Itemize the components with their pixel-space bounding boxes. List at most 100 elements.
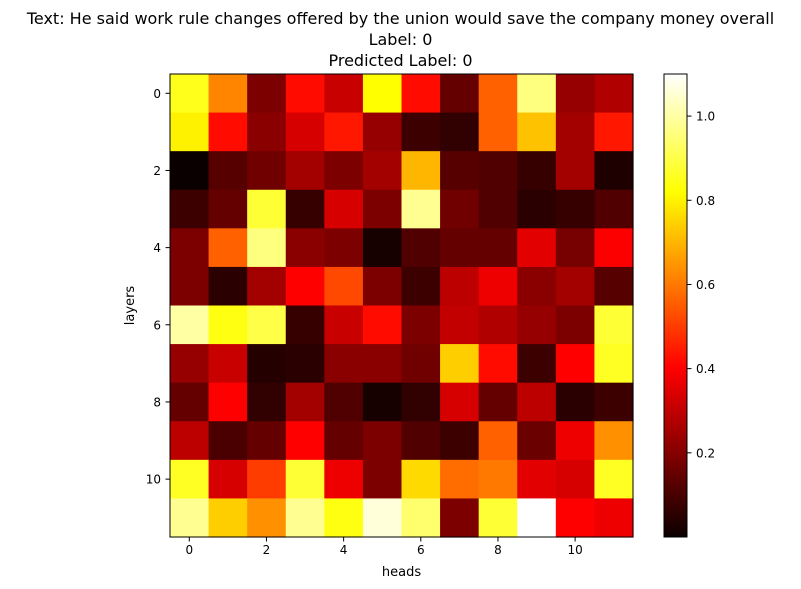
heatmap-cell (555, 112, 596, 152)
heatmap-cell (401, 151, 441, 191)
colorbar (663, 73, 688, 538)
heatmap-cell (517, 266, 557, 307)
heatmap-cells (170, 74, 634, 538)
heatmap-cell (401, 459, 441, 500)
heatmap-cell (440, 189, 480, 229)
heatmap-cell (440, 305, 480, 345)
heatmap-cell (478, 459, 518, 500)
y-tick-label: 2 (153, 164, 161, 178)
heatmap-cell (478, 305, 518, 345)
heatmap-cell (247, 74, 287, 114)
heatmap-cell (401, 228, 441, 268)
heatmap-cell (208, 421, 248, 461)
heatmap-cell (478, 266, 518, 307)
colorbar-tick-label: 0.4 (696, 362, 715, 376)
heatmap-cell (478, 421, 518, 461)
heatmap-cell (594, 305, 634, 345)
heatmap-cell (324, 151, 364, 191)
heatmap-cell (285, 228, 325, 268)
heatmap-cell (517, 459, 557, 500)
heatmap-cell (401, 266, 441, 307)
colorbar-tick-label: 1.0 (696, 110, 715, 124)
heatmap-cell (555, 344, 596, 384)
heatmap-cell (555, 74, 596, 114)
heatmap-cell (555, 305, 596, 345)
heatmap-cell (247, 421, 287, 461)
y-axis-ticks: 0 2 4 6 8 10 (146, 87, 170, 487)
heatmap-cell (401, 189, 441, 229)
heatmap-cell (324, 112, 364, 152)
heatmap-cell (440, 382, 480, 422)
heatmap-cell (555, 498, 596, 538)
heatmap-cell (401, 421, 441, 461)
heatmap-cell (478, 112, 518, 152)
heatmap-cell (362, 344, 403, 384)
heatmap-cell (594, 459, 634, 500)
heatmap-cell (247, 151, 287, 191)
heatmap-cell (594, 112, 634, 152)
heatmap-cell (285, 151, 325, 191)
heatmap-cell (170, 305, 210, 345)
chart-title-label: Label: 0 (368, 30, 433, 49)
heatmap-cell (170, 112, 210, 152)
heatmap-cell (440, 344, 480, 384)
heatmap-cell (517, 189, 557, 229)
plot-frame (169, 73, 634, 538)
heatmap-cell (285, 74, 325, 114)
heatmap-cell (478, 228, 518, 268)
x-tick-label: 2 (263, 543, 271, 557)
heatmap-cell (208, 382, 248, 422)
heatmap-cell (594, 74, 634, 114)
heatmap-cell (324, 498, 364, 538)
heatmap-cell (285, 382, 325, 422)
x-tick-label: 0 (185, 543, 193, 557)
heatmap-cell (247, 382, 287, 422)
y-tick-label: 8 (153, 395, 161, 409)
heatmap-cell (517, 74, 557, 114)
y-tick-label: 10 (146, 473, 161, 487)
heatmap-cell (401, 112, 441, 152)
chart-title-text: Text: He said work rule changes offered … (26, 9, 775, 28)
heatmap-cell (285, 189, 325, 229)
heatmap-cell (440, 266, 480, 307)
heatmap-cell (362, 305, 403, 345)
heatmap-cell (285, 459, 325, 500)
heatmap-cell (555, 459, 596, 500)
heatmap-cell (362, 498, 403, 538)
colorbar-tick-label: 0.6 (696, 278, 715, 292)
colorbar-tick-label: 0.2 (696, 446, 715, 460)
y-tick-label: 6 (153, 318, 161, 332)
heatmap-cell (555, 151, 596, 191)
heatmap-cell (555, 421, 596, 461)
heatmap-cell (170, 382, 210, 422)
heatmap-cell (324, 305, 364, 345)
heatmap-cell (247, 228, 287, 268)
heatmap-cell (285, 344, 325, 384)
x-axis-ticks: 0 2 4 6 8 10 (185, 537, 583, 557)
heatmap-cell (555, 189, 596, 229)
x-tick-label: 10 (567, 543, 582, 557)
heatmap-cell (324, 228, 364, 268)
heatmap-cell (594, 266, 634, 307)
heatmap-cell (247, 112, 287, 152)
heatmap-cell (594, 382, 634, 422)
heatmap-cell (478, 382, 518, 422)
heatmap-cell (440, 459, 480, 500)
heatmap-cell (478, 344, 518, 384)
heatmap-cell (208, 189, 248, 229)
heatmap-cell (324, 344, 364, 384)
heatmap-cell (247, 266, 287, 307)
heatmap-cell (208, 305, 248, 345)
heatmap-cell (401, 344, 441, 384)
heatmap-cell (478, 189, 518, 229)
heatmap-cell (440, 498, 480, 538)
heatmap-cell (362, 112, 403, 152)
heatmap-cell (285, 305, 325, 345)
y-tick-label: 4 (153, 241, 161, 255)
heatmap-cell (170, 498, 210, 538)
heatmap-cell (555, 228, 596, 268)
heatmap-cell (285, 266, 325, 307)
heatmap-cell (247, 498, 287, 538)
heatmap-cell (170, 228, 210, 268)
heatmap-cell (247, 459, 287, 500)
